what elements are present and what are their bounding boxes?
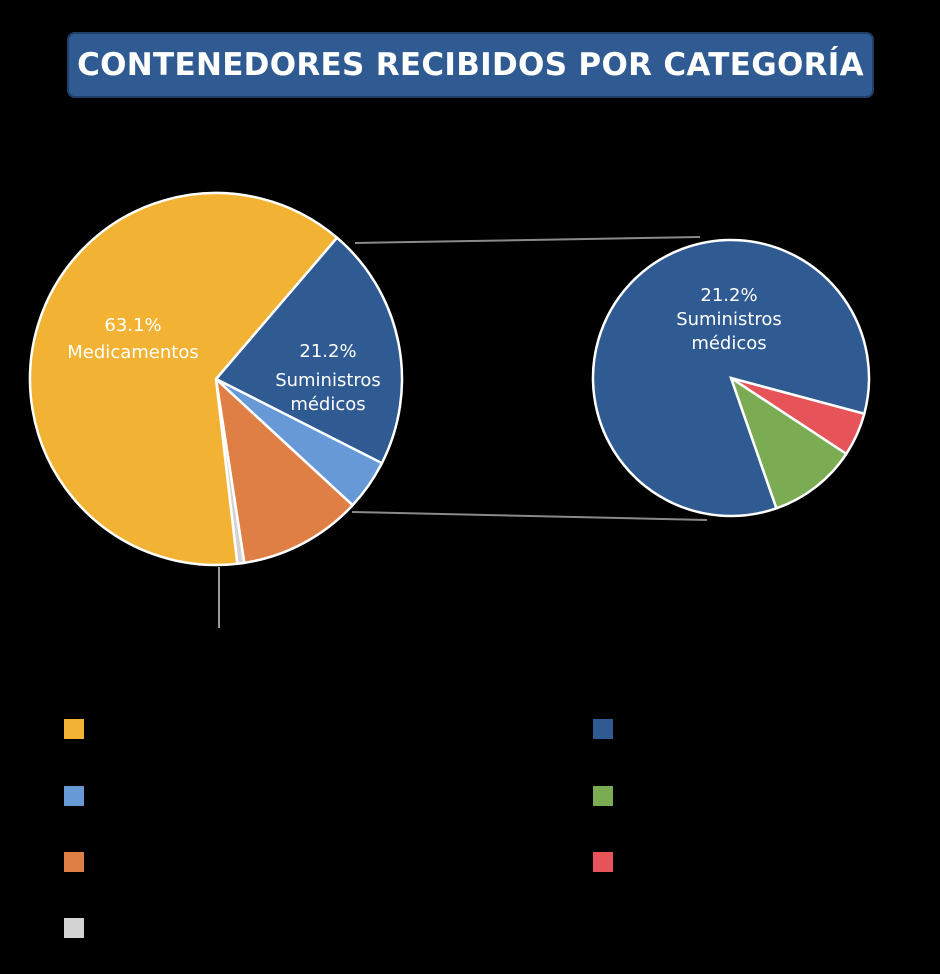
legend-swatch [64, 918, 84, 938]
legend-swatch [593, 786, 613, 806]
chart-title-banner: CONTENEDORES RECIBIDOS POR CATEGORÍA [67, 32, 874, 98]
connector-line-bottom [351, 511, 708, 521]
main-pie-slice [28, 191, 339, 567]
sub-pie-slice [728, 374, 848, 510]
sub-pie-slice [591, 238, 871, 518]
data-label-medicamentos-name: Medicamentos [67, 342, 198, 363]
sub-label-percent: 21.2% [700, 285, 757, 306]
chart-title: CONTENEDORES RECIBIDOS POR CATEGORÍA [77, 47, 864, 83]
data-label-suministros-percent: 21.2% [299, 341, 356, 362]
data-label-suministros-name-line1: Suministros [275, 370, 381, 391]
connector-lines [218, 236, 708, 628]
data-label-suministros-name-line2: médicos [290, 394, 365, 415]
legend-swatch [593, 719, 613, 739]
legend-swatch [64, 719, 84, 739]
main-pie-slice [214, 375, 355, 565]
sub-pie [591, 238, 871, 518]
data-labels: 63.1% Medicamentos 21.2% Suministros médicos… [67, 285, 782, 415]
sub-label-name-line1: Suministros [676, 309, 782, 330]
sub-label-name-line2: médicos [691, 333, 766, 354]
legend-swatch [593, 852, 613, 872]
data-label-medicamentos-percent: 63.1% [104, 315, 161, 336]
legend-swatch [64, 852, 84, 872]
main-pie [28, 191, 404, 567]
main-pie-slice [214, 235, 404, 465]
connector-line-top [354, 236, 701, 244]
legend-swatch [64, 786, 84, 806]
